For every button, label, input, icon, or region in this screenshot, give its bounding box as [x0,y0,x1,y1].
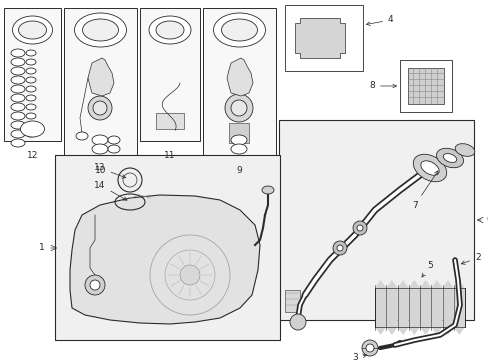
Ellipse shape [92,144,108,154]
Ellipse shape [26,122,36,128]
Bar [140,8,200,141]
Circle shape [312,26,326,40]
Circle shape [88,96,112,120]
Ellipse shape [26,77,36,83]
Ellipse shape [26,104,36,110]
Bar [285,5,362,71]
Ellipse shape [454,144,474,156]
Ellipse shape [436,148,463,168]
Ellipse shape [26,95,36,101]
Ellipse shape [26,50,36,56]
Bar [156,113,183,129]
Ellipse shape [74,13,126,47]
Bar [55,155,280,340]
Polygon shape [386,280,397,335]
Ellipse shape [11,139,25,147]
Ellipse shape [19,21,46,39]
Text: 14: 14 [94,180,127,200]
Text: 12: 12 [27,151,38,160]
Circle shape [307,21,331,45]
Ellipse shape [11,49,25,57]
Ellipse shape [11,67,25,75]
Text: 8: 8 [368,81,396,90]
Text: 10: 10 [95,166,106,175]
Circle shape [365,344,373,352]
Circle shape [361,340,377,356]
Ellipse shape [26,86,36,92]
Ellipse shape [213,13,265,47]
Bar [407,68,443,104]
Ellipse shape [11,130,25,138]
Bar [228,123,248,143]
Circle shape [90,280,100,290]
Ellipse shape [11,85,25,93]
Circle shape [93,101,107,115]
Text: 7: 7 [411,171,437,210]
Circle shape [352,221,366,235]
Polygon shape [442,280,453,335]
Ellipse shape [13,16,52,44]
Ellipse shape [108,145,120,153]
Text: 2: 2 [460,253,480,264]
Text: 6: 6 [485,216,488,225]
Ellipse shape [11,58,25,66]
Bar [4,8,61,141]
Ellipse shape [26,113,36,119]
Ellipse shape [221,19,257,41]
Text: 3: 3 [351,354,366,360]
Ellipse shape [149,16,191,44]
Text: 4: 4 [366,15,393,26]
Ellipse shape [92,135,108,145]
Text: 11: 11 [164,151,175,160]
Bar [285,290,299,312]
Ellipse shape [156,21,183,39]
Polygon shape [453,280,464,335]
Ellipse shape [262,186,273,194]
Ellipse shape [11,94,25,102]
Bar [399,60,451,112]
Ellipse shape [108,136,120,144]
Ellipse shape [26,68,36,74]
Circle shape [224,94,252,122]
Ellipse shape [20,121,44,137]
Circle shape [180,265,200,285]
Polygon shape [374,280,386,335]
Circle shape [289,314,305,330]
Circle shape [230,100,246,116]
Ellipse shape [26,59,36,65]
Polygon shape [419,280,430,335]
Bar [279,120,473,320]
Ellipse shape [11,76,25,84]
Bar [203,8,275,156]
Ellipse shape [443,154,456,162]
Ellipse shape [412,154,446,182]
Text: 5: 5 [421,261,432,277]
Polygon shape [70,195,260,324]
Polygon shape [397,280,408,335]
Text: 13: 13 [94,163,125,178]
Ellipse shape [230,144,246,154]
Ellipse shape [82,19,118,41]
Ellipse shape [26,131,36,137]
Ellipse shape [420,161,438,175]
Ellipse shape [76,132,88,140]
Text: 1: 1 [39,243,45,252]
Bar [64,8,137,156]
Circle shape [85,275,105,295]
Circle shape [336,245,342,251]
Polygon shape [408,280,419,335]
Polygon shape [88,58,114,96]
Ellipse shape [230,135,246,145]
Polygon shape [226,58,252,96]
Polygon shape [430,280,442,335]
Ellipse shape [11,103,25,111]
Ellipse shape [11,112,25,120]
Polygon shape [294,18,345,58]
Ellipse shape [11,121,25,129]
Circle shape [356,225,362,231]
Circle shape [332,241,346,255]
Text: 9: 9 [236,166,242,175]
